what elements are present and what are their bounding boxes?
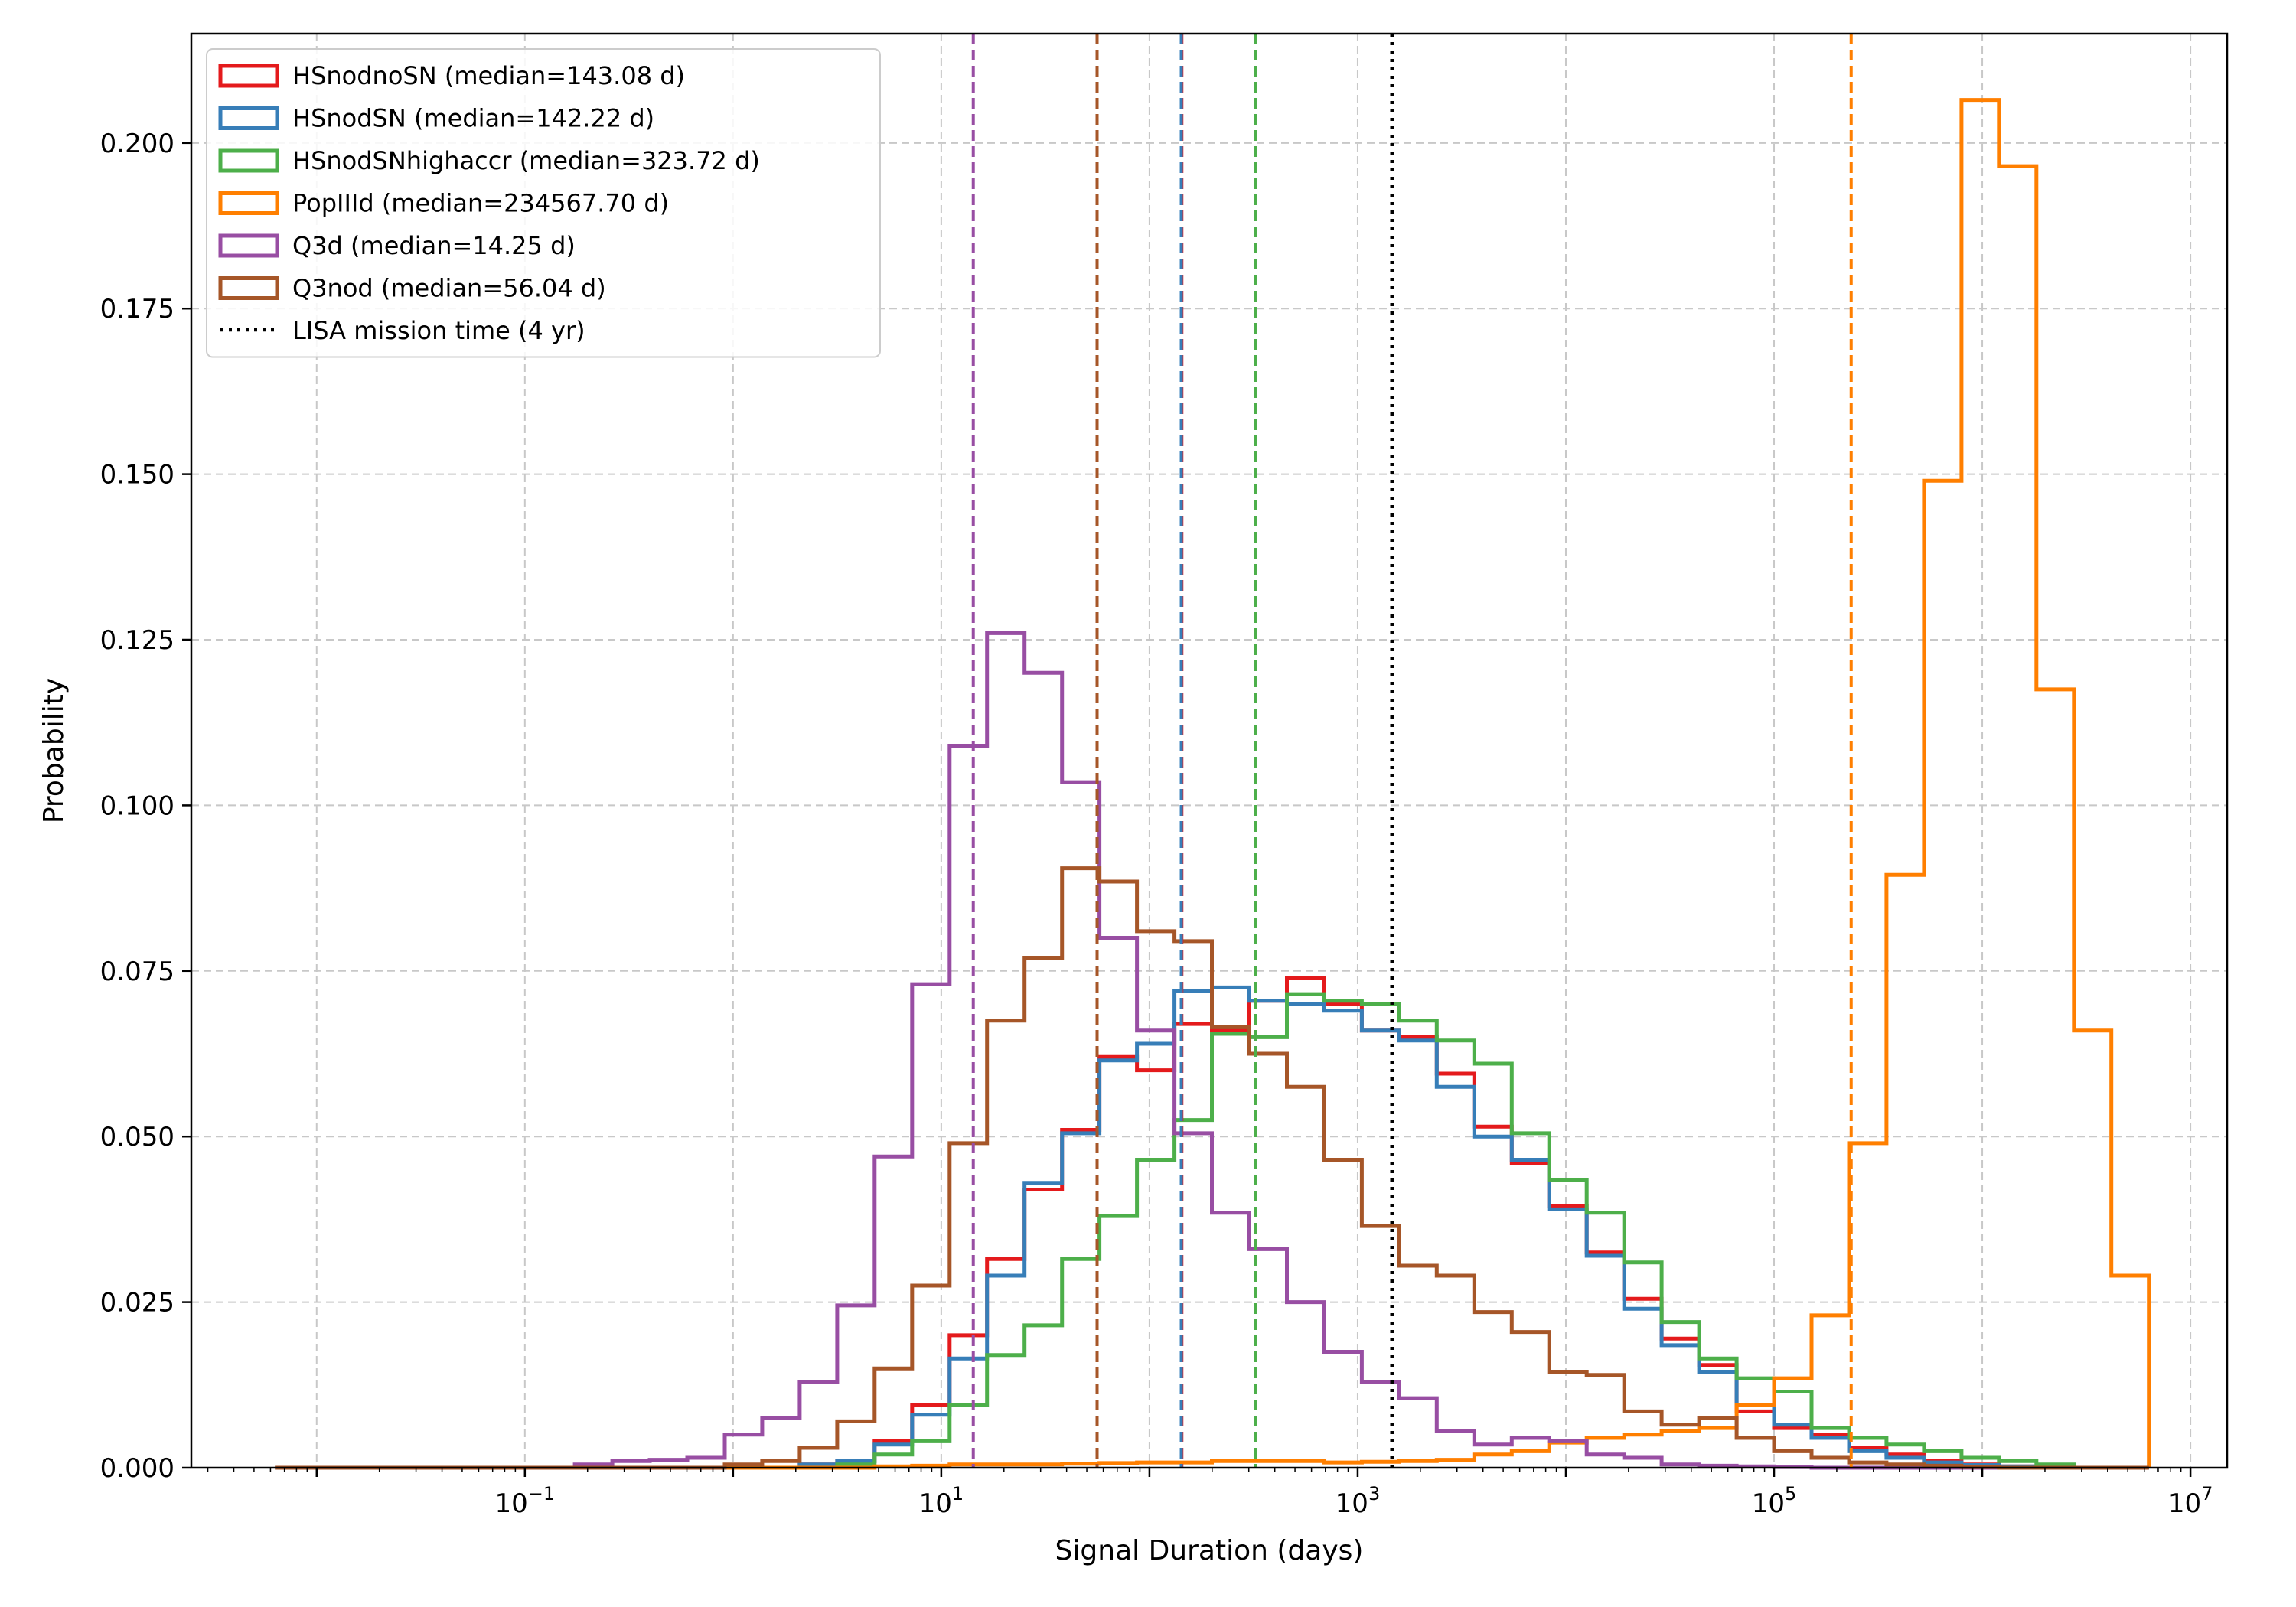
legend-box [206,48,881,358]
legend-swatch-0 [218,64,279,88]
y-tick-label: 0.075 [100,957,174,987]
plot-frame [190,32,2229,1469]
y-tick-label: 0.175 [100,294,174,324]
median-lines [971,34,1853,1468]
legend-swatch-1 [218,106,279,130]
legend-label-5: Q3nod (median=56.04 d) [292,274,606,303]
x-tick-label: 105 [1752,1483,1797,1519]
y-tick-label: 0.200 [100,129,174,159]
legend-label-2: HSnodSNhighaccr (median=323.72 d) [292,146,760,175]
legend-swatch-3 [218,191,279,215]
y-tick-label: 0.025 [100,1288,174,1319]
y-tick-label: 0.000 [100,1453,174,1484]
legend-label-0: HSnodnoSN (median=143.08 d) [292,61,685,90]
axes: 0.000 0.025 0.050 0.075 0.100 0.125 0.150 0.175… [100,129,2213,1519]
x-tick-label: 103 [1336,1483,1381,1519]
y-axis-label: Probability [38,678,70,823]
legend-swatch-2 [218,148,279,173]
legend-swatch-5 [218,276,279,300]
legend-label-lisa: LISA mission time (4 yr) [292,316,585,345]
x-tick-label: 10−1 [494,1483,555,1519]
legend-label-4: Q3d (median=14.25 d) [292,231,576,260]
legend-label-3: PopIIId (median=234567.70 d) [292,189,669,218]
legend-label-1: HSnodSN (median=142.22 d) [292,104,654,133]
y-tick-label: 0.050 [100,1122,174,1152]
y-tick-label: 0.150 [100,460,174,491]
x-tick-label: 101 [919,1483,964,1519]
histogram-series-5 [275,866,2149,1470]
x-tick-label: 107 [2168,1483,2213,1519]
y-tick-label: 0.100 [100,790,174,821]
legend-swatch-4 [218,233,279,258]
x-axis-label: Signal Duration (days) [1055,1535,1364,1566]
legend: HSnodnoSN (median=143.08 d) HSnodSN (medi… [206,48,881,358]
histogram-series-4 [275,631,2149,1470]
y-tick-label: 0.125 [100,625,174,656]
